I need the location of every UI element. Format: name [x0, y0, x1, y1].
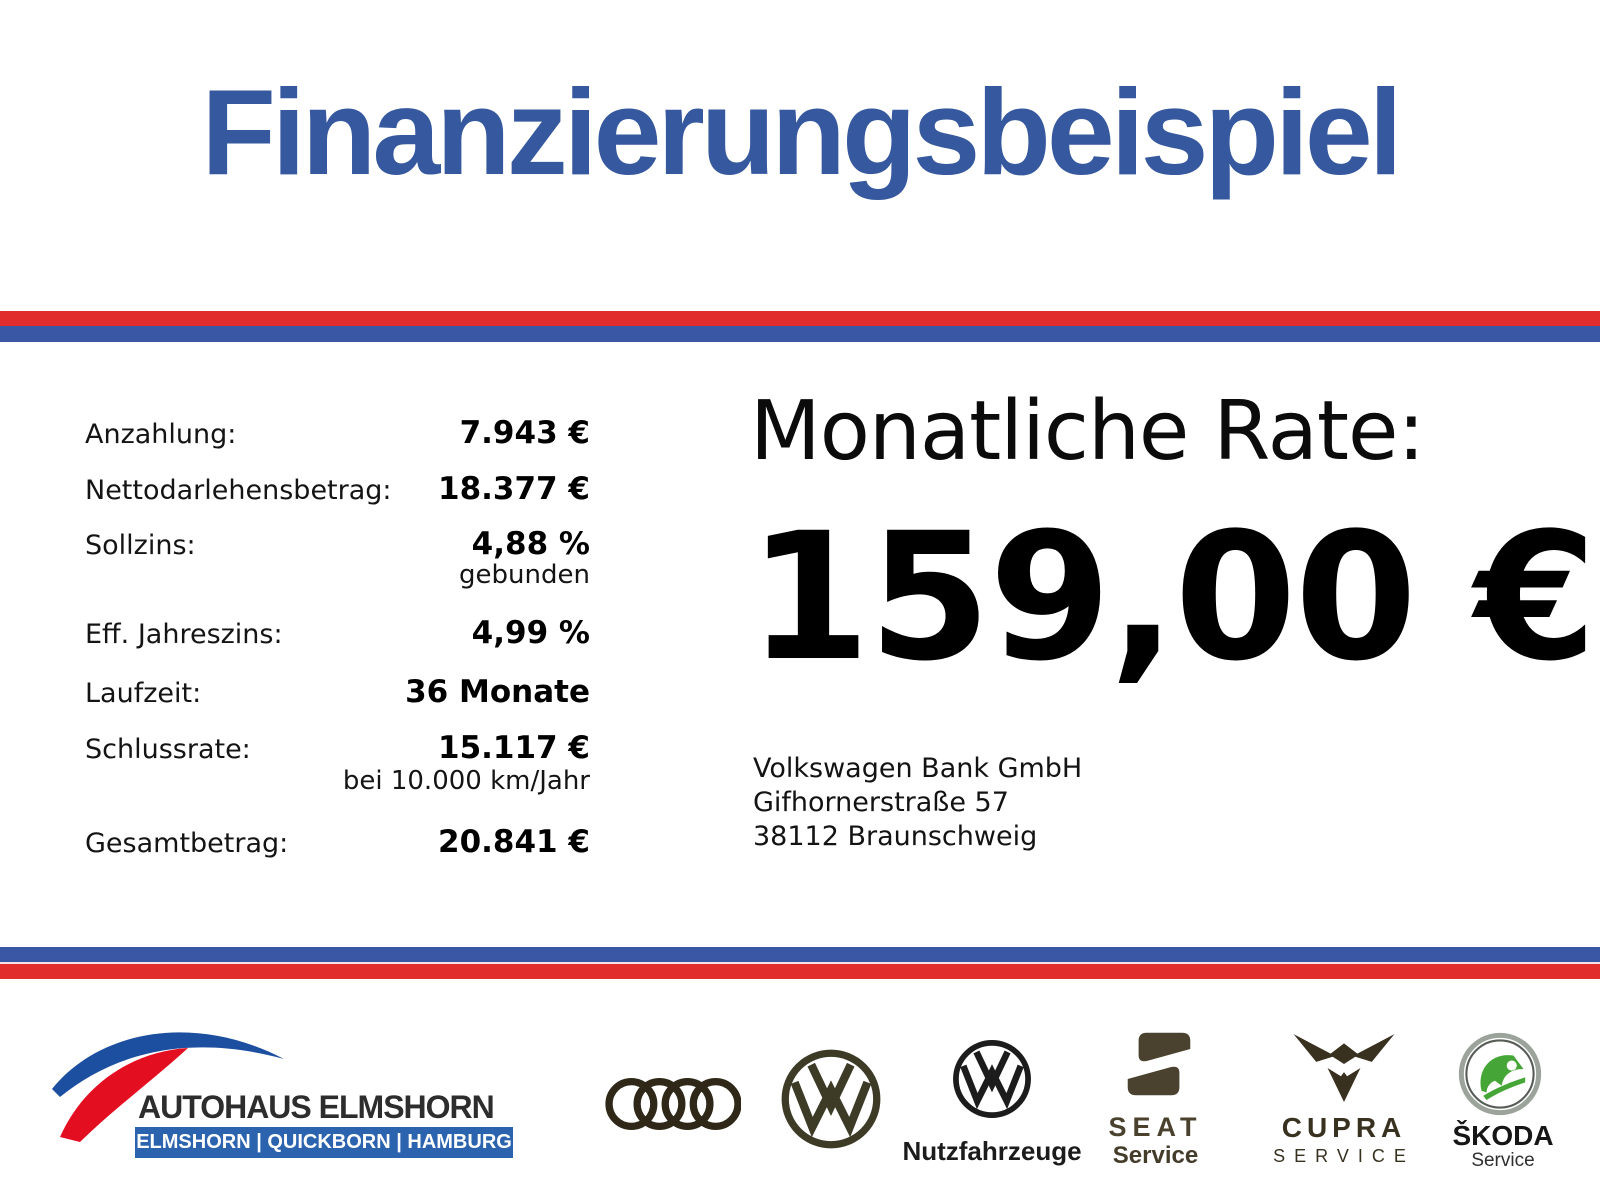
dealer-name: AUTOHAUS ELMSHORN	[138, 1089, 495, 1125]
vw-logo-icon	[781, 1049, 881, 1149]
finance-label: Nettodarlehensbetrag:	[85, 475, 392, 506]
bank-address: Volkswagen Bank GmbH Gifhornerstraße 57 …	[753, 752, 1082, 854]
dealer-swoosh-icon	[52, 1032, 284, 1142]
cupra-service-label: SERVICE	[1273, 1146, 1415, 1166]
seat-wordmark: SEAT	[1108, 1112, 1203, 1142]
finance-row-schlussrate: Schlussrate: 15.117 €	[85, 730, 590, 766]
bottom-divider-red-stripe	[0, 964, 1600, 979]
bank-street: Gifhornerstraße 57	[753, 787, 1009, 818]
finance-row-gesamtbetrag: Gesamtbetrag: 20.841 €	[85, 824, 590, 860]
finance-value: 4,88 %	[471, 526, 590, 562]
dealer-logo: AUTOHAUS ELMSHORN ELMSHORN | QUICKBORN |…	[38, 1003, 538, 1168]
finance-row-sollzins: Sollzins: 4,88 %	[85, 526, 590, 562]
bank-name: Volkswagen Bank GmbH	[753, 753, 1083, 784]
top-divider-blue-stripe	[0, 326, 1600, 342]
finance-note-kilometer: bei 10.000 km/Jahr	[342, 766, 590, 796]
finance-value: 18.377 €	[438, 471, 590, 507]
cupra-wordmark: CUPRA	[1281, 1112, 1407, 1143]
finance-note-gebunden: gebunden	[459, 560, 590, 590]
dealer-locations-bar: ELMSHORN | QUICKBORN | HAMBURG	[135, 1127, 513, 1158]
skoda-service-label: Service	[1471, 1150, 1535, 1171]
finance-value: 4,99 %	[471, 615, 590, 651]
skoda-logo-icon	[1458, 1032, 1542, 1116]
finance-row-eff-jahreszins: Eff. Jahreszins: 4,99 %	[85, 615, 590, 651]
top-divider-red-stripe	[0, 311, 1600, 326]
seat-logo-icon	[1127, 1032, 1191, 1096]
finance-label: Sollzins:	[85, 530, 196, 561]
finance-value: 15.117 €	[438, 730, 590, 766]
bottom-divider-blue-stripe	[0, 947, 1600, 962]
finance-value: 7.943 €	[459, 415, 590, 451]
finance-row-laufzeit: Laufzeit: 36 Monate	[85, 674, 590, 710]
bottom-divider-gap	[0, 962, 1600, 964]
finance-label: Eff. Jahreszins:	[85, 619, 283, 650]
vw-commercial-label: Nutzfahrzeuge	[902, 1136, 1082, 1166]
monthly-rate-amount: 159,00 €	[748, 495, 1597, 700]
finance-label: Gesamtbetrag:	[85, 828, 289, 859]
monthly-rate-heading: Monatliche Rate:	[750, 384, 1425, 479]
seat-service-label: Service	[1112, 1142, 1199, 1169]
vw-commercial-logo-icon	[953, 1040, 1031, 1118]
page-title: Finanzierungsbeispiel	[201, 64, 1402, 200]
finance-row-nettodarlehensbetrag: Nettodarlehensbetrag: 18.377 €	[85, 471, 590, 507]
finance-label: Schlussrate:	[85, 734, 251, 765]
finance-value: 36 Monate	[405, 674, 590, 710]
cupra-logo-icon	[1293, 1034, 1395, 1102]
finance-row-anzahlung: Anzahlung: 7.943 €	[85, 415, 590, 451]
finance-value: 20.841 €	[438, 824, 590, 860]
audi-rings-icon	[605, 1078, 741, 1130]
dealer-locations: ELMSHORN | QUICKBORN | HAMBURG	[136, 1131, 512, 1153]
skoda-wordmark: ŠKODA	[1452, 1120, 1554, 1151]
bank-city: 38112 Braunschweig	[753, 821, 1038, 852]
finance-label: Laufzeit:	[85, 678, 202, 709]
finance-label: Anzahlung:	[85, 419, 237, 450]
